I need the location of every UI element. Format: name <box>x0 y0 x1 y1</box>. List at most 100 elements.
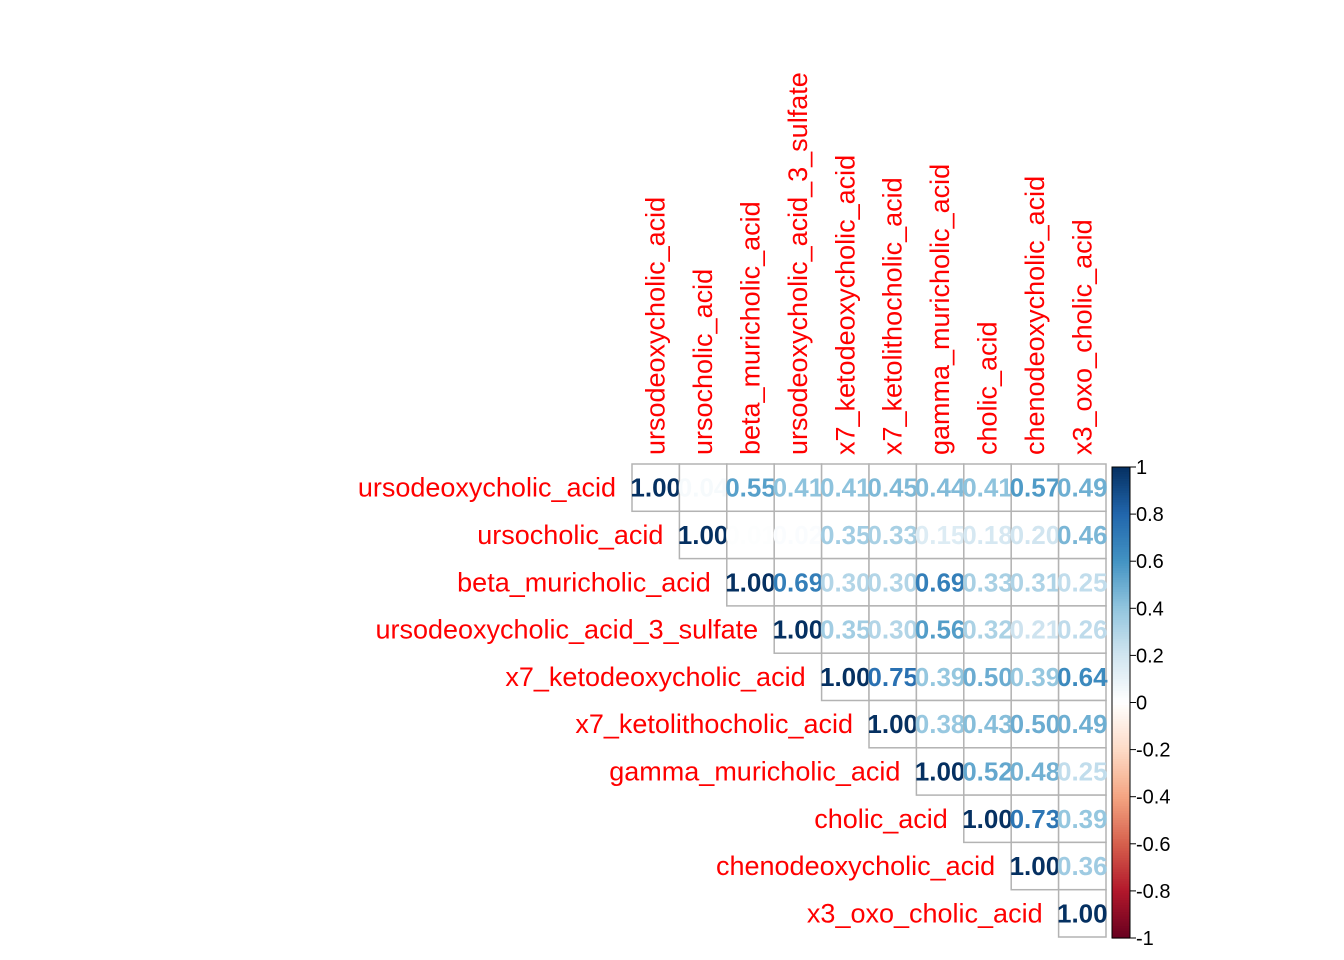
colorbar-segment <box>1112 850 1130 854</box>
cell-value-0-1: 0.04 <box>678 473 729 503</box>
row-label-x3_oxo_cholic_acid: x3_oxo_cholic_acid <box>807 898 1043 928</box>
colorbar-segment <box>1112 582 1130 586</box>
colorbar-segment <box>1112 770 1130 774</box>
colorbar-segment <box>1112 930 1130 934</box>
colorbar-segment <box>1112 733 1130 737</box>
colorbar-segment <box>1112 806 1130 810</box>
cell-value-4-5: 0.75 <box>867 662 918 692</box>
colorbar-segment <box>1112 648 1130 652</box>
colorbar-segment <box>1112 763 1130 767</box>
colorbar-segment <box>1112 474 1130 478</box>
cell-1-7 <box>963 510 1012 560</box>
colorbar-segment <box>1112 728 1130 732</box>
colorbar-segment <box>1112 801 1130 805</box>
colorbar-segment <box>1112 634 1130 638</box>
colorbar-segment <box>1112 469 1130 473</box>
colorbar-segment <box>1112 881 1130 885</box>
column-label-x3_oxo_cholic_acid: x3_oxo_cholic_acid <box>1067 219 1097 455</box>
cell-value-0-2: 0.55 <box>725 473 776 503</box>
colorbar-segment <box>1112 759 1130 762</box>
cell-value-3-7: 0.32 <box>962 615 1013 645</box>
colorbar-segment <box>1112 667 1130 671</box>
cell-value-3-4: 0.35 <box>820 615 871 645</box>
colorbar-segment <box>1112 836 1130 840</box>
cell-value-2-8: 0.31 <box>1010 567 1061 597</box>
cell-value-0-9: 0.49 <box>1057 473 1108 503</box>
colorbar-segment <box>1112 525 1130 529</box>
colorbar-segment <box>1112 869 1130 873</box>
colorbar-segment <box>1112 676 1130 680</box>
colorbar-segment <box>1112 521 1130 525</box>
colorbar-segment <box>1112 653 1130 656</box>
colorbar-segment <box>1112 627 1130 631</box>
colorbar-segment <box>1112 766 1130 770</box>
colorbar-segment <box>1112 756 1130 760</box>
colorbar-segment <box>1112 497 1130 501</box>
colorbar-segment <box>1112 843 1130 847</box>
colorbar-segment <box>1112 556 1130 560</box>
colorbar-segment <box>1112 810 1130 814</box>
colorbar-segment <box>1112 886 1130 890</box>
cell-value-0-0: 1.00 <box>630 473 681 503</box>
colorbar-segment <box>1112 862 1130 866</box>
colorbar-tick-label: 0.4 <box>1136 598 1164 620</box>
colorbar-segment <box>1112 537 1130 541</box>
colorbar-segment <box>1112 897 1130 901</box>
colorbar-segment <box>1112 662 1130 666</box>
colorbar-segment <box>1112 895 1130 899</box>
cell-1-4 <box>820 510 870 560</box>
colorbar-segment <box>1112 638 1130 642</box>
colorbar-segment <box>1112 855 1130 859</box>
cell-value-5-6: 0.38 <box>915 709 966 739</box>
colorbar-segment <box>1112 761 1130 765</box>
colorbar-segment <box>1112 726 1130 730</box>
colorbar-segment <box>1112 730 1130 734</box>
column-label-ursodeoxycholic_acid: ursodeoxycholic_acid <box>641 197 671 455</box>
colorbar-tick-label: -1 <box>1136 928 1154 950</box>
colorbar-segment <box>1112 485 1130 489</box>
colorbar-segment <box>1112 528 1130 532</box>
colorbar-segment <box>1112 660 1130 664</box>
colorbar-segment <box>1112 650 1130 654</box>
colorbar-tick-label: 0.2 <box>1136 645 1164 667</box>
colorbar-segment <box>1112 867 1130 871</box>
cell-1-9 <box>1057 510 1107 560</box>
heatmap-cells: 1.000.040.550.410.410.450.440.410.570.49… <box>630 463 1108 938</box>
cell-value-8-8: 1.00 <box>1010 851 1061 881</box>
cell-value-0-5: 0.45 <box>867 473 918 503</box>
cell-4-4 <box>820 652 870 702</box>
colorbar-segment <box>1112 547 1130 551</box>
colorbar-segment <box>1112 572 1130 576</box>
colorbar-segment <box>1112 784 1130 788</box>
cell-3-7 <box>963 605 1012 654</box>
cell-value-3-3: 1.00 <box>773 615 824 645</box>
cell-4-7 <box>963 652 1012 702</box>
colorbar-segment <box>1112 686 1130 689</box>
column-label-chenodeoxycholic_acid: chenodeoxycholic_acid <box>1020 176 1050 455</box>
colorbar-segment <box>1112 841 1130 845</box>
colorbar-segment <box>1112 617 1130 621</box>
colorbar-segment <box>1112 467 1130 470</box>
colorbar-segment <box>1112 629 1130 633</box>
colorbar-segment <box>1112 879 1130 883</box>
cell-value-0-3: 0.41 <box>773 473 824 503</box>
colorbar-segment <box>1112 615 1130 619</box>
colorbar-segment <box>1112 549 1130 553</box>
cell-4-9 <box>1057 652 1107 702</box>
colorbar-segment <box>1112 697 1130 701</box>
colorbar-segment <box>1112 860 1130 864</box>
colorbar-segment <box>1112 890 1130 894</box>
cell-0-0 <box>631 463 681 513</box>
cell-value-0-8: 0.57 <box>1010 473 1061 503</box>
cell-value-5-5: 1.00 <box>867 709 918 739</box>
cell-value-1-7: 0.18 <box>962 520 1013 550</box>
colorbar-segment <box>1112 902 1130 906</box>
colorbar-segment <box>1112 641 1130 645</box>
colorbar-segment <box>1112 535 1130 539</box>
colorbar-segment <box>1112 744 1130 748</box>
colorbar-segment <box>1112 912 1130 916</box>
cell-3-3 <box>773 605 823 654</box>
cell-value-6-6: 1.00 <box>915 756 966 786</box>
cell-9-9 <box>1057 888 1107 938</box>
cell-value-2-3: 0.69 <box>773 567 824 597</box>
